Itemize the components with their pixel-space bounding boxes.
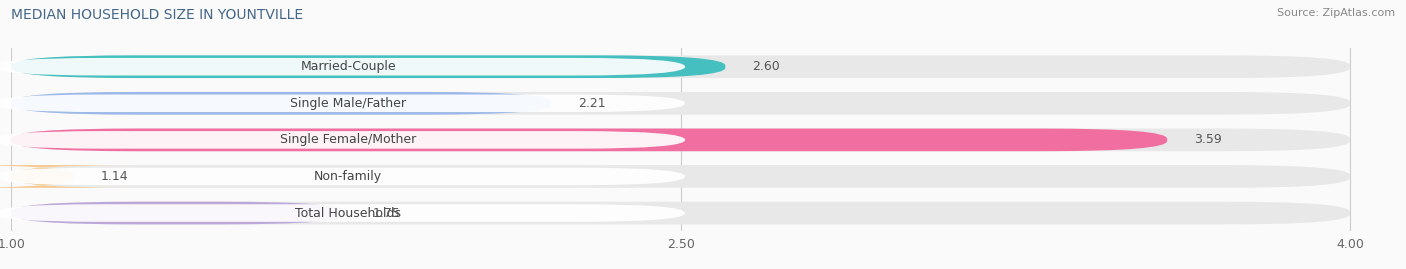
FancyBboxPatch shape [0, 168, 685, 185]
Text: 3.59: 3.59 [1194, 133, 1222, 146]
FancyBboxPatch shape [0, 58, 685, 76]
FancyBboxPatch shape [11, 55, 725, 78]
FancyBboxPatch shape [11, 92, 551, 115]
FancyBboxPatch shape [11, 55, 1350, 78]
Text: Married-Couple: Married-Couple [301, 60, 396, 73]
FancyBboxPatch shape [11, 129, 1167, 151]
Text: Non-family: Non-family [314, 170, 382, 183]
FancyBboxPatch shape [11, 129, 1350, 151]
Text: Single Male/Father: Single Male/Father [290, 97, 406, 110]
FancyBboxPatch shape [11, 92, 1350, 115]
FancyBboxPatch shape [11, 202, 1350, 224]
Text: 1.75: 1.75 [373, 207, 401, 220]
Text: Total Households: Total Households [295, 207, 401, 220]
Text: 2.60: 2.60 [752, 60, 780, 73]
Text: 1.14: 1.14 [100, 170, 128, 183]
Text: Source: ZipAtlas.com: Source: ZipAtlas.com [1277, 8, 1395, 18]
Text: Single Female/Mother: Single Female/Mother [280, 133, 416, 146]
FancyBboxPatch shape [0, 94, 685, 112]
FancyBboxPatch shape [0, 165, 136, 188]
FancyBboxPatch shape [0, 204, 685, 222]
FancyBboxPatch shape [11, 202, 346, 224]
FancyBboxPatch shape [11, 165, 1350, 188]
Text: MEDIAN HOUSEHOLD SIZE IN YOUNTVILLE: MEDIAN HOUSEHOLD SIZE IN YOUNTVILLE [11, 8, 304, 22]
Text: 2.21: 2.21 [578, 97, 606, 110]
FancyBboxPatch shape [0, 131, 685, 149]
